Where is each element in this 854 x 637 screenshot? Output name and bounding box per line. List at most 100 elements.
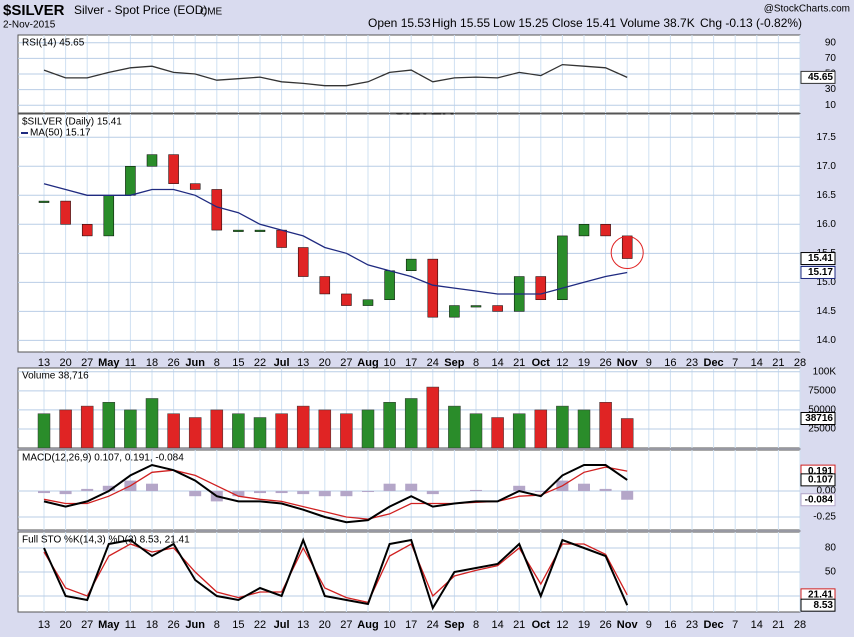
- x-tick-label: 21: [513, 619, 525, 631]
- value-label: 21.41: [808, 590, 833, 601]
- line: [43, 463, 628, 524]
- open: Open 15.53: [368, 16, 431, 30]
- bar: [470, 489, 482, 491]
- x-tick-label: 26: [167, 619, 179, 631]
- x-tick-label: 14: [491, 619, 503, 631]
- x-tick-label: 26: [599, 357, 611, 369]
- bar: [534, 409, 548, 449]
- bar: [102, 485, 115, 491]
- x-tick-label: 20: [319, 357, 331, 369]
- x-tick-label: 18: [146, 619, 158, 631]
- x-tick-label: Dec: [704, 619, 724, 631]
- x-tick-label: 14: [491, 357, 503, 369]
- x-tick-label: 23: [686, 357, 698, 369]
- x-tick-label: 20: [59, 619, 71, 631]
- panel-title: RSI(14) 45.65: [22, 38, 85, 49]
- bar: [383, 483, 396, 491]
- date: 2-Nov-2015: [3, 20, 56, 31]
- x-tick-label: 15: [232, 619, 244, 631]
- x-tick-label: 9: [646, 619, 652, 631]
- x-tick-label: 19: [578, 619, 590, 631]
- x-tick-label: Sep: [444, 619, 464, 631]
- x-tick-label: 16: [664, 357, 676, 369]
- bar: [275, 413, 288, 449]
- x-tick-label: 17: [405, 619, 417, 631]
- x-tick-label: Jul: [274, 619, 290, 631]
- x-tick-label: 8: [214, 357, 220, 369]
- value-label: 0.107: [808, 474, 833, 485]
- bar: [340, 413, 353, 449]
- candle: [427, 258, 439, 318]
- x-tick-label: Jul: [274, 357, 290, 369]
- x-tick-label: Aug: [357, 619, 378, 631]
- symbol: $SILVER: [3, 2, 65, 19]
- x-tick-label: 12: [556, 619, 568, 631]
- x-tick-label: 10: [383, 619, 395, 631]
- bar: [188, 417, 202, 449]
- bar: [124, 409, 137, 449]
- panel: [17, 113, 801, 353]
- candle: [405, 258, 417, 271]
- watermark: @StockCharts.com: [764, 4, 850, 15]
- x-tick-label: 13: [38, 357, 50, 369]
- candle: [168, 154, 179, 184]
- panel-title: MACD(12,26,9) 0.107, 0.191, -0.084: [22, 453, 184, 464]
- bar: [469, 413, 483, 449]
- x-tick-label: 8: [473, 619, 479, 631]
- x-tick-label: 7: [732, 357, 738, 369]
- x-tick-label: 13: [38, 619, 50, 631]
- x-tick-label: 15: [232, 357, 244, 369]
- bar: [404, 398, 418, 449]
- y-tick-label: 75000: [808, 385, 836, 396]
- bar: [59, 409, 72, 449]
- x-tick-label: 23: [686, 619, 698, 631]
- x-tick-label: 27: [340, 357, 352, 369]
- bar: [232, 490, 245, 497]
- x-tick-label: 22: [254, 357, 266, 369]
- value-label: 38716: [805, 413, 833, 424]
- y-tick-label: -0.25: [813, 512, 836, 523]
- x-tick-label: 12: [556, 357, 568, 369]
- bar: [599, 488, 612, 491]
- value-box: [800, 70, 836, 84]
- candle: [557, 235, 568, 301]
- x-tick-label: 18: [146, 357, 158, 369]
- close: Close 15.41: [552, 16, 616, 30]
- candle: [189, 183, 201, 190]
- value-label: 15.17: [808, 267, 833, 278]
- candle: [125, 165, 136, 196]
- x-tick-label: 7: [732, 619, 738, 631]
- x-tick-label: 13: [297, 619, 309, 631]
- bar: [37, 413, 51, 449]
- panel-title: Full STO %K(14,3) %D(3) 8.53, 21.41: [22, 535, 190, 546]
- x-tick-label: 22: [254, 619, 266, 631]
- bar: [599, 402, 612, 449]
- line: [43, 63, 628, 87]
- y-tick-label: 25000: [808, 424, 836, 435]
- candle: [276, 229, 287, 248]
- bar: [297, 490, 310, 495]
- bar: [620, 418, 634, 449]
- x-tick-label: Sep: [444, 357, 464, 369]
- y-tick-label: 17.5: [817, 132, 837, 143]
- bar: [513, 485, 526, 491]
- y-tick-label: 16.5: [817, 190, 837, 201]
- y-tick-label: 30: [825, 84, 837, 95]
- x-tick-label: 11: [125, 357, 136, 369]
- bar: [81, 488, 94, 491]
- bar: [275, 490, 288, 494]
- y-tick-label: 16.0: [817, 219, 837, 230]
- candle: [38, 200, 50, 203]
- x-tick-label: 10: [383, 357, 395, 369]
- bar: [556, 405, 569, 449]
- y-tick-label: 90: [825, 37, 837, 48]
- value-label: 0.191: [808, 466, 833, 477]
- candle: [470, 305, 482, 308]
- x-tick-label: 14: [751, 619, 763, 631]
- x-tick-label: 28: [794, 357, 806, 369]
- candle: [341, 293, 352, 306]
- x-tick-label: Nov: [617, 357, 639, 369]
- legend-entry: MA(50) 15.17: [30, 128, 91, 139]
- candle: [578, 224, 590, 237]
